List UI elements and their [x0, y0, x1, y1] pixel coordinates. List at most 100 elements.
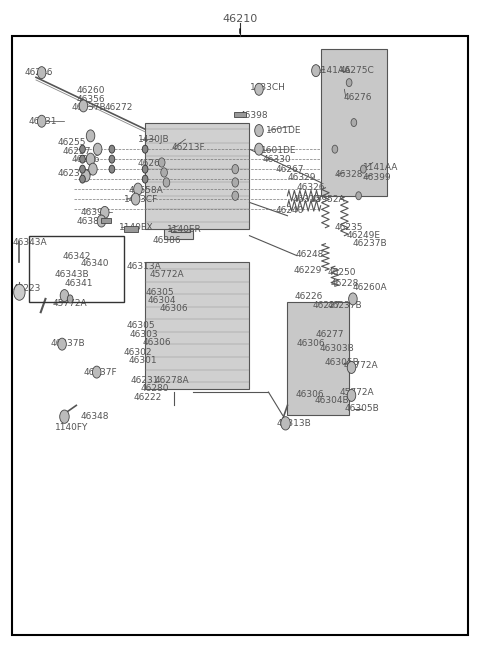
Text: 46326: 46326	[297, 183, 325, 193]
Circle shape	[351, 119, 357, 127]
Circle shape	[356, 192, 361, 200]
Text: 45658A: 45658A	[129, 186, 163, 195]
Circle shape	[94, 143, 102, 155]
Circle shape	[232, 178, 239, 187]
Text: 1141AA: 1141AA	[316, 66, 351, 75]
Text: 46386: 46386	[152, 236, 181, 245]
Circle shape	[79, 100, 88, 112]
Text: 45772A: 45772A	[53, 299, 87, 308]
Circle shape	[109, 155, 115, 163]
Text: 46330: 46330	[263, 154, 291, 164]
Bar	[171, 193, 190, 232]
Text: 45952A: 45952A	[310, 195, 345, 203]
Text: 45772A: 45772A	[340, 388, 374, 397]
Text: 1140EX: 1140EX	[119, 223, 154, 232]
Circle shape	[60, 410, 69, 423]
Circle shape	[109, 165, 115, 173]
Text: 46237B: 46237B	[50, 339, 85, 348]
Text: 46231: 46231	[131, 376, 159, 385]
Text: 46237F: 46237F	[84, 368, 117, 376]
Text: 1430JB: 1430JB	[138, 135, 169, 144]
Circle shape	[93, 366, 101, 378]
Circle shape	[14, 285, 25, 300]
Circle shape	[348, 293, 357, 305]
Bar	[29, 236, 124, 302]
Text: 46303B: 46303B	[320, 344, 354, 354]
Text: 46313A: 46313A	[126, 262, 161, 271]
Text: 45772A: 45772A	[150, 270, 184, 278]
Text: 46237B: 46237B	[57, 168, 92, 178]
Text: 46249E: 46249E	[347, 231, 381, 240]
Text: 46257: 46257	[62, 147, 91, 156]
FancyBboxPatch shape	[124, 225, 137, 232]
Text: 46223: 46223	[12, 285, 41, 293]
Circle shape	[142, 145, 148, 153]
Text: 1140ER: 1140ER	[167, 225, 201, 234]
Circle shape	[346, 79, 352, 87]
Circle shape	[255, 83, 263, 95]
Text: 46275C: 46275C	[340, 66, 374, 75]
Text: 46389: 46389	[76, 217, 105, 225]
Circle shape	[67, 295, 73, 303]
Circle shape	[80, 155, 85, 163]
Text: 46231: 46231	[29, 117, 58, 125]
Text: 46303: 46303	[130, 329, 158, 339]
Text: 46341: 46341	[64, 279, 93, 288]
Circle shape	[347, 362, 356, 374]
Circle shape	[60, 290, 69, 301]
Text: 46340: 46340	[81, 259, 109, 268]
Text: 46276: 46276	[343, 93, 372, 102]
Text: 1141AA: 1141AA	[363, 163, 399, 172]
Text: 46296: 46296	[24, 68, 53, 77]
Text: 46237B: 46237B	[72, 103, 106, 113]
Circle shape	[281, 417, 290, 430]
Circle shape	[97, 215, 106, 227]
Text: 46235: 46235	[335, 223, 363, 232]
Bar	[288, 302, 349, 415]
Circle shape	[255, 125, 263, 136]
Text: 1140FY: 1140FY	[55, 423, 88, 432]
Text: 46306: 46306	[297, 339, 325, 348]
Circle shape	[347, 389, 356, 401]
Bar	[145, 123, 250, 229]
Circle shape	[100, 207, 109, 218]
Text: 1601DE: 1601DE	[261, 146, 297, 155]
Text: 46240: 46240	[276, 206, 304, 215]
Text: 46267: 46267	[276, 164, 304, 174]
Text: 46255: 46255	[57, 138, 86, 147]
Text: 46306: 46306	[159, 305, 188, 313]
Text: 46277: 46277	[316, 329, 345, 339]
Text: 1433CF: 1433CF	[124, 195, 158, 203]
Circle shape	[86, 130, 95, 142]
Text: 46260A: 46260A	[353, 283, 387, 292]
Text: 46272: 46272	[105, 103, 133, 113]
Text: 46343A: 46343A	[12, 238, 47, 247]
Text: 46222: 46222	[133, 393, 161, 402]
Text: 46237B: 46237B	[328, 301, 362, 310]
Text: 46210: 46210	[222, 14, 258, 24]
Text: 46260: 46260	[76, 86, 105, 95]
Text: 46226: 46226	[295, 293, 323, 301]
Bar	[164, 213, 192, 239]
Circle shape	[360, 165, 366, 173]
Bar	[321, 50, 387, 196]
Circle shape	[89, 163, 97, 175]
FancyBboxPatch shape	[101, 218, 111, 223]
Circle shape	[232, 191, 239, 201]
Circle shape	[312, 64, 320, 76]
Text: 46280: 46280	[140, 384, 169, 393]
Circle shape	[82, 170, 90, 182]
Text: 46228: 46228	[330, 279, 359, 288]
Circle shape	[158, 158, 165, 167]
Text: 1601DE: 1601DE	[266, 126, 301, 135]
Text: 46306: 46306	[143, 338, 171, 347]
Text: 46312: 46312	[292, 195, 321, 203]
Circle shape	[332, 145, 338, 153]
Text: 46266: 46266	[72, 155, 100, 164]
Circle shape	[80, 145, 85, 153]
Text: 46265: 46265	[138, 159, 167, 168]
Text: 46348: 46348	[81, 412, 109, 421]
Text: 46248: 46248	[296, 250, 324, 259]
Text: 46302: 46302	[124, 348, 152, 356]
Text: 46304B: 46304B	[315, 396, 349, 405]
